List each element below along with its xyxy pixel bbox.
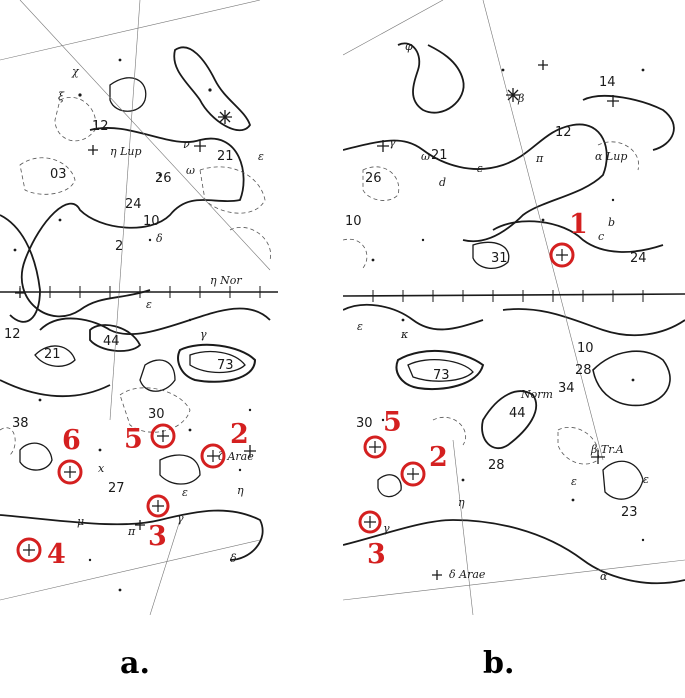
contour-label: 03 [50, 167, 67, 182]
star-label: δ [230, 552, 237, 565]
contour-label: 26 [155, 171, 172, 186]
star-label: π [127, 525, 136, 538]
marker-number-6: 6 [62, 425, 81, 456]
star-label: ε [182, 486, 188, 499]
star-label: γ [200, 328, 207, 341]
star-label: β Tr.A [590, 443, 624, 456]
marker-number-5: 5 [124, 424, 143, 455]
marker-circle-6 [57, 459, 83, 485]
marker-circle-3 [146, 494, 170, 518]
contour-label: 27 [108, 481, 125, 496]
star-label: ξ [58, 90, 65, 103]
star-label: ε [146, 298, 152, 311]
marker-circle-3 [358, 510, 382, 534]
star-label: d [439, 176, 446, 189]
marker-number-3: 3 [148, 521, 167, 552]
star-label: ω [186, 164, 195, 177]
star-label: η [458, 496, 465, 509]
star-label: ω [421, 150, 430, 163]
contour-label: 30 [148, 407, 165, 422]
star-label: γ [177, 512, 184, 525]
star-label: μ [77, 515, 84, 528]
star-label: χ [71, 65, 80, 78]
contour-label: 73 [217, 358, 234, 373]
marker-circle-2 [400, 461, 426, 487]
star-label: γ [389, 136, 396, 149]
star-label: φ [405, 40, 413, 53]
contour-label: 38 [12, 416, 29, 431]
star-label: γ [383, 522, 390, 535]
contour-label: 14 [599, 75, 616, 90]
contour-label: 10 [345, 214, 362, 229]
star-label: x [98, 462, 105, 475]
contour-label: 23 [621, 505, 638, 520]
contour-label: 24 [125, 197, 142, 212]
contour-label: 24 [630, 251, 647, 266]
contour-label: 12 [555, 125, 572, 140]
contour-label: 21 [431, 148, 448, 163]
star-label: ζ Arae [218, 450, 254, 463]
marker-number-4: 4 [47, 539, 66, 570]
marker-number-2: 2 [230, 419, 249, 450]
marker-number-3: 3 [367, 539, 386, 570]
star-label: Norm [520, 388, 553, 401]
star-label: c [598, 230, 604, 243]
star-label: α Lup [595, 150, 627, 163]
contour-label: 31 [491, 251, 508, 266]
star-label: b [608, 216, 615, 229]
star-label: ε [258, 150, 264, 163]
contour-label: 12 [4, 327, 21, 342]
panel-caption-a: a. [120, 646, 150, 681]
star-label: η Nor [210, 274, 242, 287]
contour-label: 10 [577, 341, 594, 356]
contour-label: 21 [217, 149, 234, 164]
marker-number-1: 1 [569, 209, 588, 240]
star-label: δ [156, 232, 163, 245]
panel-caption-b: b. [483, 646, 515, 681]
marker-circle-5 [150, 423, 176, 449]
star-chart-panel-b: 14 12 26 21 10 31 24 10 28 34 73 44 28 3… [343, 0, 685, 615]
star-label: ε [477, 162, 483, 175]
contour-label: 21 [44, 347, 61, 362]
contour-label: 73 [433, 368, 450, 383]
contour-label: 2 [115, 239, 123, 254]
contour-label: 28 [575, 363, 592, 378]
marker-circle-1 [549, 242, 575, 268]
contour-label: 44 [509, 406, 526, 421]
contour-map-b: 14 12 26 21 10 31 24 10 28 34 73 44 28 3… [343, 0, 685, 615]
marker-circle-5 [363, 435, 387, 459]
star-label: β [517, 92, 524, 105]
contour-label: 34 [558, 381, 575, 396]
star-chart-panel-a: 03 12 26 21 24 10 2 12 21 44 73 38 30 27… [0, 0, 278, 615]
star-label: η [237, 484, 244, 497]
star-label: α [600, 570, 608, 583]
contour-label: 28 [488, 458, 505, 473]
contour-label: 44 [103, 334, 120, 349]
contour-label: 12 [92, 119, 109, 134]
marker-circle-2 [200, 443, 226, 469]
star-label: ν [183, 138, 190, 151]
marker-number-2: 2 [429, 442, 448, 473]
star-label: ε [643, 473, 649, 486]
marker-circle-4 [16, 537, 42, 563]
star-label: η Lup [110, 145, 142, 158]
contour-label: 10 [143, 214, 160, 229]
star-label: κ [400, 328, 409, 341]
marker-number-5: 5 [383, 407, 402, 438]
star-label: ε [571, 475, 577, 488]
contour-label: 26 [365, 171, 382, 186]
star-label: π [535, 152, 544, 165]
star-label: δ Arae [449, 568, 486, 581]
star-label: ε [357, 320, 363, 333]
contour-map-a: 03 12 26 21 24 10 2 12 21 44 73 38 30 27… [0, 0, 278, 615]
contour-label: 30 [356, 416, 373, 431]
